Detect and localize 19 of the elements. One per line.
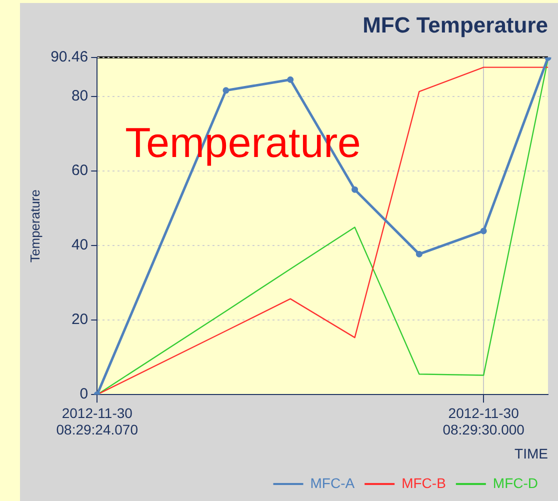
y-axis-title: Temperature (27, 190, 42, 262)
y-tick-label: 0 (80, 386, 88, 403)
legend-label: MFC-B (402, 474, 446, 491)
legend-label: MFC-A (310, 474, 356, 491)
point (287, 76, 294, 83)
legend-label: MFC-D (492, 474, 538, 491)
point (416, 250, 422, 258)
point (480, 228, 487, 234)
point (222, 87, 230, 94)
x-tick-label: 2012-11-30 08:29:24.070 (56, 404, 138, 438)
y-tick-label: 90.46 (50, 48, 88, 66)
y-tick-label: 40 (71, 236, 88, 254)
y-tick-label: 60 (71, 162, 88, 180)
y-tick-label: 20 (71, 311, 88, 328)
point (352, 186, 358, 193)
chart-title: MFC Temperature (362, 12, 548, 38)
x-axis-title: TIME (514, 445, 548, 462)
y-tick-label: 80 (71, 88, 88, 105)
x-tick-label: 2012-11-30 08:29:30.000 (442, 404, 525, 438)
